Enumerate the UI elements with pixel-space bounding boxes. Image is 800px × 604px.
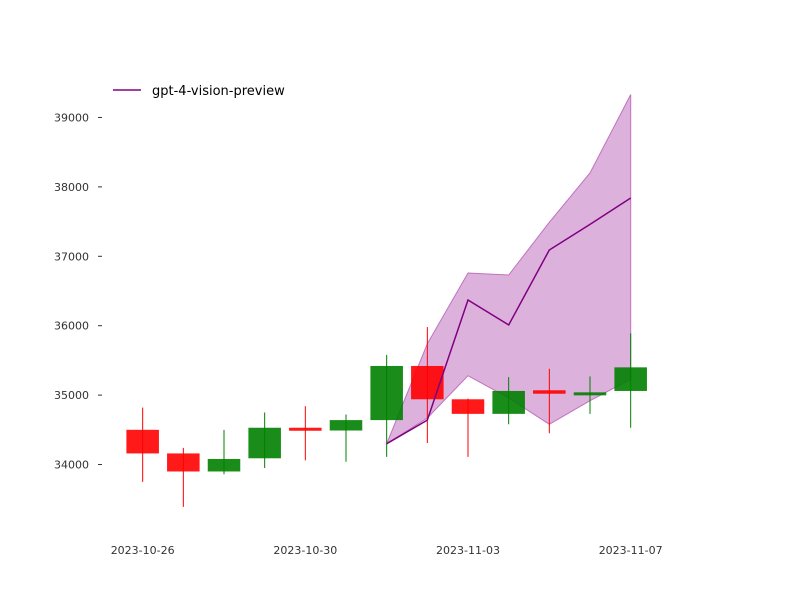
forecast-mean-line <box>386 197 632 445</box>
x-tick-label-2023-11-07: 2023-11-07 <box>599 544 663 557</box>
y-tick-label-37000: 37000 <box>54 250 89 263</box>
y-tick-label-35000: 35000 <box>54 389 89 402</box>
candle-body-2023-11-07 <box>614 367 647 391</box>
candle-body-2023-10-27 <box>167 453 200 472</box>
y-tick-label-36000: 36000 <box>54 320 89 333</box>
candle-body-2023-10-28 <box>207 458 241 472</box>
candle-body-2023-10-31 <box>329 420 363 431</box>
forecast-band-layer <box>385 94 632 445</box>
y-tick-label-34000: 34000 <box>54 459 89 472</box>
forecast-line-layer <box>386 197 632 445</box>
x-tick-label-2023-11-03: 2023-11-03 <box>436 544 500 557</box>
candle-body-2023-11-02 <box>411 365 444 400</box>
candle-body-2023-10-30 <box>289 427 322 431</box>
candle-body-2023-11-05 <box>533 390 566 394</box>
x-axis: 2023-10-26 2023-10-30 2023-11-03 2023-11-07 <box>111 544 663 557</box>
candle-body-2023-10-29 <box>248 427 281 459</box>
candle-body-2023-11-06 <box>573 392 607 396</box>
forecast-confidence-band <box>385 94 632 445</box>
candle-body-2023-11-01 <box>370 365 403 421</box>
candle-body-2023-11-04 <box>492 390 525 414</box>
y-axis: 34000 35000 36000 37000 38000 39000 <box>54 111 102 472</box>
x-tick-label-2023-10-30: 2023-10-30 <box>273 544 337 557</box>
candle-body-2023-10-26 <box>126 429 159 454</box>
candle-body-2023-11-03 <box>451 399 485 414</box>
y-tick-label-39000: 39000 <box>54 111 89 124</box>
y-tick-label-38000: 38000 <box>54 181 89 194</box>
legend: gpt-4-vision-preview <box>113 84 285 99</box>
candles-layer <box>126 327 647 507</box>
x-tick-label-2023-10-26: 2023-10-26 <box>111 544 175 557</box>
legend-label-forecast: gpt-4-vision-preview <box>152 84 285 99</box>
